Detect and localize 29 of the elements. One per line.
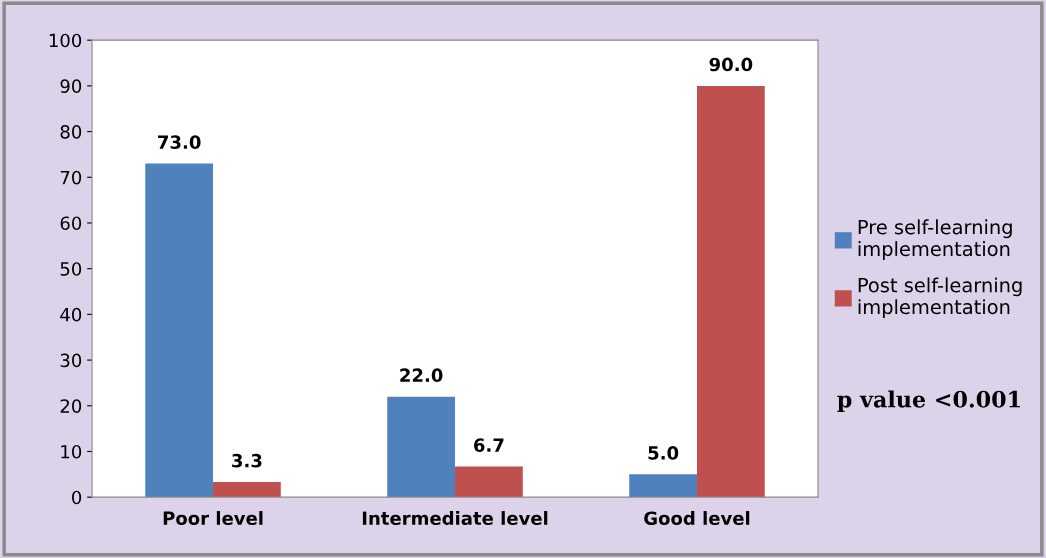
bar: [213, 482, 281, 498]
y-tick-label: 0: [72, 490, 82, 505]
data-label: 3.3: [232, 453, 262, 468]
data-label: 5.0: [648, 446, 679, 460]
data-label: 6.7: [474, 438, 504, 452]
y-tick-label: 30: [60, 353, 82, 368]
text: p value <0.001: [837, 390, 1020, 412]
y-tick-label: 80: [60, 125, 82, 139]
bar: [145, 163, 214, 498]
x-tick-label: Intermediate level: [362, 511, 548, 526]
bar: [696, 85, 765, 498]
legend-label: Post self-learning implementation: [858, 277, 1022, 319]
bar: [387, 396, 456, 498]
legend-label: Pre self-learning implementation: [858, 219, 1012, 260]
y-tick-label: 40: [60, 307, 82, 322]
data-label: 73.0: [158, 135, 201, 149]
data-label: 90.0: [709, 57, 753, 72]
bar: [455, 466, 523, 498]
y-tick-label: 50: [60, 262, 82, 276]
data-label: 22.0: [400, 368, 443, 383]
y-tick-label: 100: [49, 33, 82, 48]
y-tick-label: 20: [60, 399, 82, 413]
y-tick-label: 10: [61, 444, 82, 459]
y-tick-label: 70: [60, 170, 82, 185]
x-tick-label: Good level: [644, 511, 750, 526]
y-tick-label: 60: [60, 216, 82, 231]
bar: [629, 474, 697, 498]
x-tick-label: Poor level: [163, 511, 263, 526]
y-tick-label: 90: [60, 79, 82, 93]
